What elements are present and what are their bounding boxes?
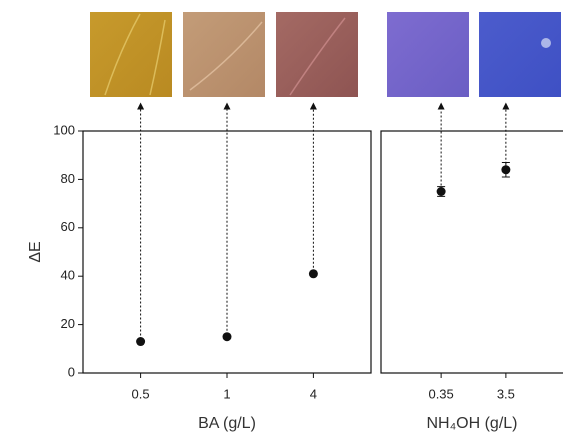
data-point: [222, 332, 232, 342]
y-tick-label: 60: [61, 219, 75, 234]
data-point: [436, 187, 446, 196]
y-tick-label: 80: [61, 171, 75, 186]
sample-image: [479, 12, 561, 97]
image-detail: [541, 38, 551, 48]
data-point: [136, 337, 146, 347]
x-axis-title: BA (g/L): [198, 415, 256, 432]
y-tick-label: 100: [53, 122, 75, 137]
x-tick-label: 0.5: [132, 386, 150, 401]
y-axis-title: ΔE: [27, 241, 44, 262]
x-tick-label: 4: [310, 386, 317, 401]
sample-image: [387, 12, 469, 97]
data-point: [308, 269, 318, 279]
y-tick-label: 0: [68, 364, 75, 379]
x-tick-label: 1: [223, 386, 230, 401]
data-point: [501, 165, 511, 175]
x-axis-title: NH₄OH (g/L): [427, 415, 518, 432]
x-tick-label: 3.5: [497, 386, 515, 401]
x-tick-label: 0.35: [428, 386, 453, 401]
image-detail: [289, 17, 346, 96]
sample-image: [183, 12, 265, 97]
image-detail: [104, 13, 166, 96]
y-tick-label: 20: [61, 316, 75, 331]
image-detail: [189, 21, 263, 91]
plot-frame: [380, 130, 563, 374]
sample-image: [90, 12, 172, 97]
y-tick-label: 40: [61, 268, 75, 283]
